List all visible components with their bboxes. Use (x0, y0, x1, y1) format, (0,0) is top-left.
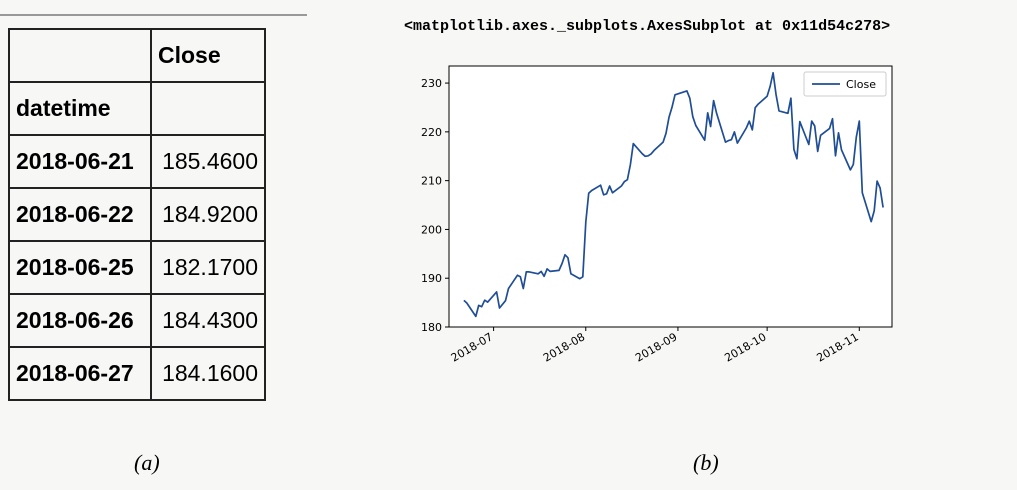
y-tick-label: 200 (421, 223, 442, 236)
column-header-close: Close (150, 28, 266, 83)
table-corner-cell (8, 28, 152, 83)
caption-a: (a) (134, 450, 160, 475)
index-name-cell: datetime (8, 81, 152, 136)
y-tick-label: 210 (421, 175, 442, 188)
table-top-rule (0, 14, 307, 16)
table-row: 2018-06-27 184.1600 (8, 346, 266, 401)
series-line-close (463, 71, 884, 318)
row-date-cell: 2018-06-25 (8, 240, 152, 295)
caption-b: (b) (693, 450, 719, 475)
legend-box (803, 71, 887, 97)
row-close-cell: 184.4300 (150, 293, 266, 348)
x-tick-label: 2018-10 (722, 330, 768, 364)
row-close-cell: 184.9200 (150, 187, 266, 242)
x-tick-label: 2018-11 (814, 330, 860, 364)
table-index-name-row: datetime (8, 81, 266, 136)
y-tick-label: 230 (421, 77, 442, 90)
empty-cell (150, 81, 266, 136)
y-tick-label: 180 (421, 321, 442, 334)
table-row: 2018-06-26 184.4300 (8, 293, 266, 348)
row-date-cell: 2018-06-26 (8, 293, 152, 348)
dataframe-table: Close datetime 2018-06-21 185.4600 2018-… (8, 28, 266, 401)
close-price-line-chart: 180 190 200 210 220 230 2018-07 2018-08 2018-09… (421, 65, 893, 365)
x-tick-label: 2018-08 (541, 330, 587, 364)
row-date-cell: 2018-06-22 (8, 187, 152, 242)
x-tick-label: 2018-07 (449, 330, 495, 364)
table-row: 2018-06-22 184.9200 (8, 187, 266, 242)
row-close-cell: 185.4600 (150, 134, 266, 189)
table-header-row: Close (8, 28, 266, 83)
row-date-cell: 2018-06-21 (8, 134, 152, 189)
y-tick-label: 190 (421, 272, 442, 285)
y-axis: 180 190 200 210 220 230 (421, 77, 449, 334)
row-close-cell: 182.1700 (150, 240, 266, 295)
x-axis: 2018-07 2018-08 2018-09 2018-10 2018-11 (449, 327, 861, 365)
legend: Close (803, 71, 887, 97)
legend-label-close: Close (846, 78, 876, 91)
row-date-cell: 2018-06-27 (8, 346, 152, 401)
y-tick-label: 220 (421, 126, 442, 139)
table-row: 2018-06-25 182.1700 (8, 240, 266, 295)
x-tick-label: 2018-09 (633, 330, 679, 364)
row-close-cell: 184.1600 (150, 346, 266, 401)
table-row: 2018-06-21 185.4600 (8, 134, 266, 189)
axes-repr-text: <matplotlib.axes._subplots.AxesSubplot a… (404, 18, 891, 35)
plot-frame (448, 65, 893, 328)
